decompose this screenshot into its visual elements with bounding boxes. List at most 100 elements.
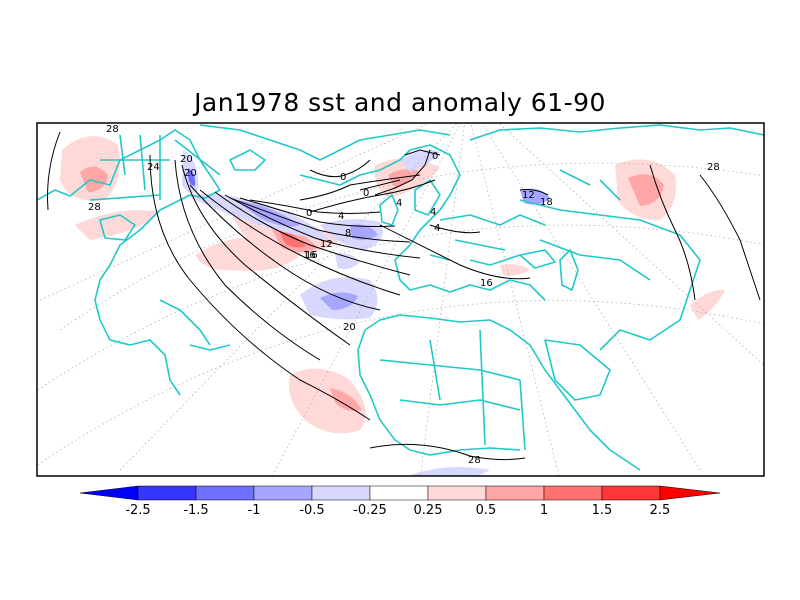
asia-borders: [519, 169, 701, 351]
contour-label: 4: [396, 198, 402, 209]
anomaly-patch: [410, 466, 490, 476]
arctic-islands: [199, 124, 451, 161]
contour-line: [181, 164, 351, 346]
caribbean-coast: [159, 299, 231, 351]
black-sea: [519, 249, 556, 269]
contour-line: [149, 154, 371, 421]
contour-line: [519, 189, 549, 196]
negative-anomaly-shading: [182, 149, 550, 476]
contour-line: [309, 179, 436, 213]
contour-line: [429, 224, 481, 234]
contour-line: [229, 197, 411, 243]
map-body: 28 24 20 28 0 0 4 4 0 20 16 12 8 4 4 16 …: [37, 123, 764, 476]
colorbar-tick-label: 2.5: [650, 503, 671, 518]
europe-borders: [429, 214, 546, 266]
anomaly-patch: [388, 169, 420, 188]
contour-line: [239, 197, 396, 227]
europe-coast: [414, 179, 441, 216]
contour-label: 16: [480, 278, 493, 289]
colorbar-segment: [253, 485, 313, 501]
anomaly-patch: [690, 289, 725, 320]
colorbar-tick-label: 1.5: [592, 503, 613, 518]
africa-coast: [357, 329, 521, 456]
sst-contours: [47, 131, 761, 461]
contour-label: 28: [707, 162, 720, 173]
anomaly-patch: [330, 388, 362, 411]
contour-label: 0: [306, 208, 312, 219]
contour-line: [214, 191, 411, 276]
colorbar-segment: [311, 485, 371, 501]
contour-line: [249, 199, 381, 214]
colorbar-high-arrow: [659, 485, 721, 501]
colorbar-segment: [195, 485, 255, 501]
contour-labels: 28 24 20 28 0 0 4 4 0 20 16 12 8 4 4 16 …: [88, 124, 720, 466]
contour-label: 28: [106, 124, 119, 135]
contour-label: 0: [340, 172, 346, 183]
colorbar-segment: [543, 485, 603, 501]
latitude-line: [37, 224, 764, 391]
british-isles: [379, 194, 399, 226]
contour-label: 0: [432, 151, 438, 162]
colorbar-tick-label: 1: [540, 503, 548, 518]
colorbar: -2.5 -1.5 -1 -0.5 -0.25 0.25 0.5 1 1.5 2…: [79, 485, 721, 518]
europe-coast: [299, 144, 546, 301]
africa-coast: [364, 314, 641, 471]
contour-line: [379, 224, 531, 280]
map-frame: [36, 122, 765, 477]
contour-line: [649, 164, 696, 301]
africa-borders: [379, 329, 526, 451]
latitude-line: [59, 162, 764, 331]
contour-line: [299, 174, 421, 201]
anomaly-patch: [235, 200, 300, 227]
longitude-line: [470, 123, 560, 476]
contour-label: 16: [305, 250, 318, 261]
colorbar-segment: [369, 485, 429, 501]
anomaly-patch: [400, 149, 440, 172]
colorbar-segment: [601, 485, 661, 501]
colorbar-tick-label: 0.5: [476, 503, 497, 518]
anomaly-patch: [80, 166, 108, 192]
anomaly-patch: [188, 168, 196, 186]
north-america-coast: [99, 214, 136, 241]
contour-line: [199, 189, 401, 296]
anomaly-patch: [185, 194, 330, 240]
contour-label: 20: [343, 322, 356, 333]
contour-label: 16: [303, 250, 316, 261]
contour-label: 28: [88, 202, 101, 213]
anomaly-patch: [320, 292, 358, 310]
colorbar-segment: [427, 485, 487, 501]
iceland-coast: [229, 149, 266, 171]
colorbar-tick-label: -0.25: [353, 503, 387, 518]
anomaly-patch: [500, 264, 530, 276]
colorbar-tick-label: -1: [248, 503, 261, 518]
longitude-line: [498, 123, 764, 366]
anomaly-patch: [75, 210, 160, 240]
contour-label: 4: [434, 223, 440, 234]
colorbar-tick-label: 0.25: [414, 503, 443, 518]
caspian-sea: [559, 249, 579, 291]
longitude-line: [271, 123, 462, 476]
contour-label: 20: [180, 154, 193, 165]
contour-line: [359, 179, 401, 191]
contour-label: 4: [338, 211, 344, 222]
contour-label: 0: [363, 188, 369, 199]
contour-label: 18: [540, 197, 553, 208]
contour-label: 4: [430, 207, 436, 218]
anomaly-patch: [335, 253, 360, 270]
contour-line: [309, 159, 371, 178]
coastlines: [37, 124, 764, 471]
contour-label: 28: [468, 455, 481, 466]
contour-label: 12: [320, 239, 333, 250]
contour-label: 12: [522, 190, 535, 201]
colorbar-tick-label: -2.5: [125, 503, 150, 518]
contour-label: 20: [184, 168, 197, 179]
colorbar-segment: [137, 485, 197, 501]
colorbar-tick-label: -1.5: [183, 503, 208, 518]
contour-line: [374, 149, 431, 196]
colorbar-tick-label: -0.5: [299, 503, 324, 518]
contour-line: [189, 184, 381, 311]
contour-line: [699, 174, 761, 301]
longitude-line: [481, 123, 701, 471]
colorbar-segment: [485, 485, 545, 501]
